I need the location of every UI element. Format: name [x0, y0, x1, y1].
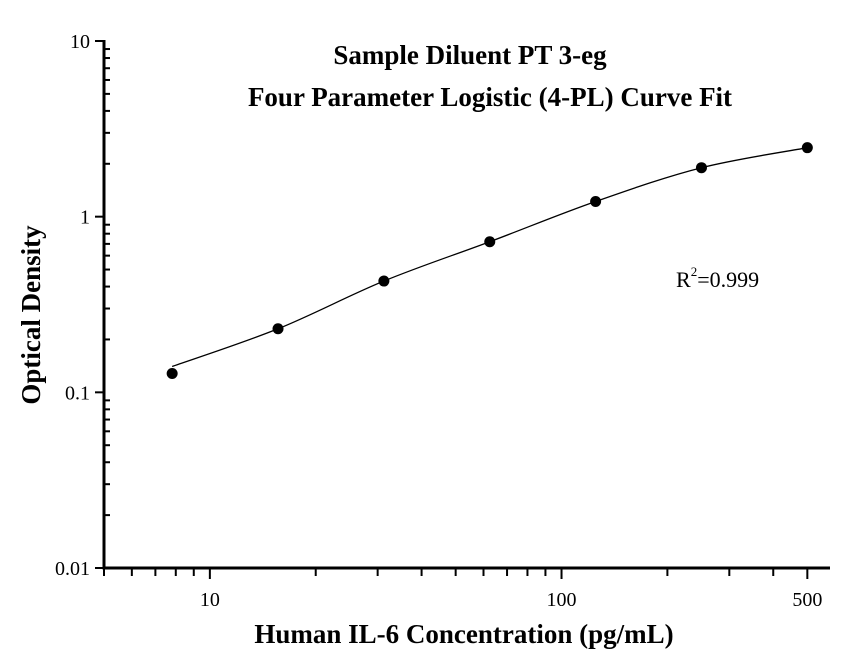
y-axis-label: Optical Density: [16, 225, 46, 405]
x-tick-label: 10: [200, 589, 220, 611]
data-point: [378, 275, 390, 287]
y-tick-label: 0.1: [65, 382, 90, 404]
data-point: [272, 323, 284, 335]
x-tick-label: 500: [792, 589, 822, 611]
r-squared-annotation: R2=0.999: [676, 264, 759, 292]
x-tick-label: 100: [547, 589, 577, 611]
y-tick-label: 10: [70, 31, 90, 53]
axes: 0.01 0.1 1 10 10 100 500: [55, 31, 830, 611]
x-axis-label: Human IL-6 Concentration (pg/mL): [254, 619, 673, 649]
data-point: [166, 368, 178, 380]
chart-title-line1: Sample Diluent PT 3-eg: [333, 40, 607, 70]
r-squared-value: =0.999: [697, 267, 759, 292]
r-squared-prefix: R: [676, 267, 691, 292]
r-squared-superscript: 2: [691, 264, 698, 279]
data-point: [590, 195, 602, 207]
data-points: [166, 142, 813, 380]
data-point: [695, 162, 707, 174]
data-point: [801, 142, 813, 154]
data-point: [484, 236, 496, 248]
y-tick-label: 0.01: [55, 558, 90, 580]
fit-curve-group: [171, 147, 808, 368]
y-tick-label: 1: [80, 207, 90, 229]
chart-title-line2: Four Parameter Logistic (4-PL) Curve Fit: [248, 82, 732, 112]
fit-curve: [171, 147, 808, 368]
